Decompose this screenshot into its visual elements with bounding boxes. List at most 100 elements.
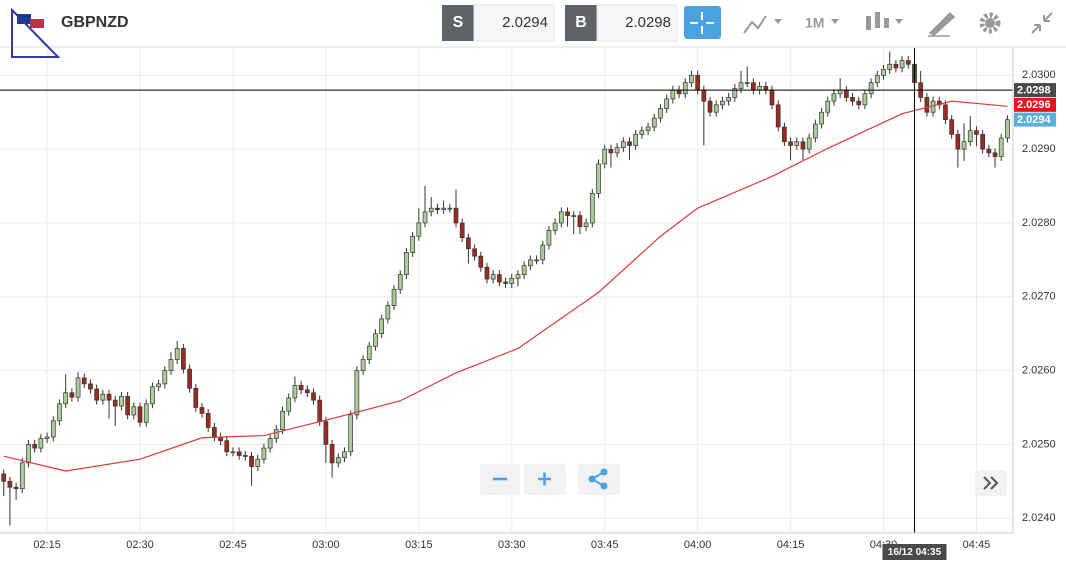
candle-body [447,207,453,210]
candle-body [416,222,422,237]
candle-body [1,473,7,482]
candle-body [639,130,645,135]
candle-body [1005,119,1010,139]
candle-body [720,100,725,106]
x-tick-label: 03:45 [591,539,619,551]
candle-body [782,126,787,143]
candle-body [44,436,50,439]
x-tick-label: 04:15 [777,539,805,551]
y-tick-label: 2.0260 [1022,365,1056,377]
sell-price-box[interactable] [473,4,555,42]
y-tick-label: 2.0300 [1022,69,1056,81]
candle-body [484,266,490,280]
candle-body [540,244,546,261]
candle-body [404,252,409,275]
candle-body [658,108,663,119]
buy-label: B [575,14,587,31]
candle-body [32,444,38,449]
candle-body [819,111,824,125]
candle-body [552,222,558,231]
chart-type-button[interactable] [866,12,903,30]
candle-body [385,305,391,320]
candle-body [335,457,341,464]
indicators-button[interactable] [743,15,782,34]
candle-body [874,74,880,84]
candle-body [887,63,893,70]
candle-body [143,403,149,423]
candle-body [843,89,849,98]
candle-body [273,429,279,439]
candle-body [806,137,812,150]
symbol[interactable]: GBPNZD [61,14,129,31]
candle-body [738,82,744,89]
sell-price: 2.0294 [502,14,548,31]
candle-body [998,137,1004,157]
buy-price-box[interactable] [596,4,678,42]
y-tick-label: 2.0250 [1022,438,1056,450]
candle-body [850,97,855,102]
candle-body [342,451,347,459]
indicator-icon [743,15,767,34]
candle-body [298,385,304,391]
candle-body [682,82,688,95]
crosshair-button[interactable] [684,6,721,39]
candle-body [800,141,806,150]
candle-body [689,74,694,84]
candle-body [410,235,415,253]
sell-button[interactable] [442,5,474,41]
draw-tool-button[interactable] [928,11,956,37]
candle-body [943,104,948,120]
buy-button[interactable] [565,5,597,41]
candle-body [261,447,267,460]
candle-body [63,392,69,405]
candle-body [813,123,818,139]
candle-body [286,397,292,412]
candle-body [862,93,868,106]
timeframe[interactable]: 1M [805,15,824,31]
candle-body [670,89,676,100]
candle-body [967,130,973,143]
x-tick-label: 02:45 [219,539,247,551]
dropdown-arrow [774,19,782,24]
candle-body [757,86,762,91]
candle-body [589,193,595,224]
y-tick-label: 2.0240 [1022,512,1056,524]
candle-body [980,134,985,150]
candle-body [645,126,651,132]
candle-body [453,207,459,224]
symbol-icon[interactable] [11,7,61,58]
candle-body [69,392,75,398]
share-button[interactable] [578,464,620,495]
candle-body [435,207,440,211]
candle-body [125,396,130,416]
candle-body [726,97,731,102]
scroll-right-icon [983,476,999,490]
candle-body [558,211,564,224]
candle-body [323,421,329,445]
candle-body [769,89,775,106]
candle-body [509,277,515,284]
candle-body [577,215,583,227]
candle-body [459,222,465,239]
collapse-button[interactable] [1031,12,1053,34]
candle-body [775,104,781,128]
candle-body [428,207,434,213]
x-tick-label: 03:15 [405,539,433,551]
crosshair-time-bg [882,544,947,560]
candle-icon [866,16,871,30]
candle-body [608,148,614,154]
candle-body [627,141,632,146]
price-label: 2.0296 [1017,99,1051,111]
candle-body [905,60,911,65]
candle-body [633,134,639,146]
candle-body [131,406,137,416]
candle-body [224,440,230,453]
settings-button[interactable] [979,12,1001,34]
candle-body [497,274,502,283]
candle-body [112,399,118,407]
candle-body [280,410,285,431]
candle-body [583,222,589,227]
candle-body [13,486,19,490]
candle-body [397,274,403,290]
candle-body [75,377,81,398]
